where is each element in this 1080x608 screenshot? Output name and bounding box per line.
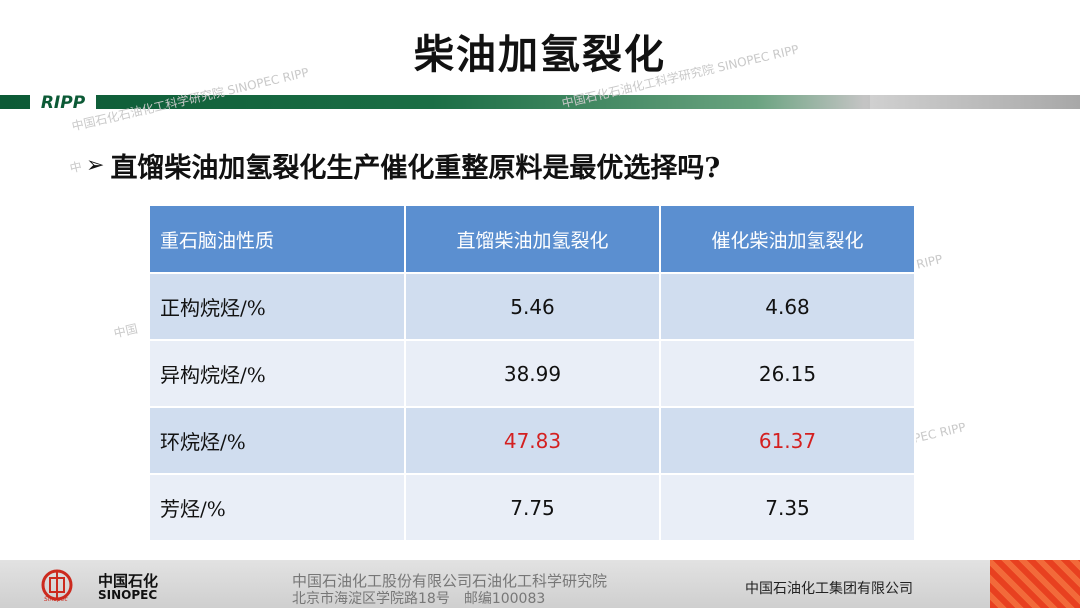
table-row: 异构烷烃/% 38.99 26.15 bbox=[150, 340, 916, 408]
table-header-row: 重石脑油性质 直馏柴油加氢裂化 催化柴油加氢裂化 bbox=[150, 206, 916, 274]
header-band bbox=[0, 95, 1080, 109]
address-line-1: 中国石油化工股份有限公司石油化工科学研究院 bbox=[292, 572, 608, 590]
watermark: 中国 bbox=[112, 321, 139, 341]
column-header-property: 重石脑油性质 bbox=[150, 206, 406, 274]
brand-name-cn: 中国石化 bbox=[98, 572, 159, 590]
cell-catalytic-highlight: 61.37 bbox=[660, 407, 916, 475]
watermark: PEC RIPP bbox=[912, 419, 968, 446]
cell-catalytic: 4.68 bbox=[660, 273, 916, 341]
cell-straight-run-highlight: 47.83 bbox=[405, 407, 661, 475]
watermark: 中 bbox=[68, 159, 84, 176]
address-line-2: 北京市海淀区学院路18号 邮编100083 bbox=[292, 591, 546, 607]
question-text: 直馏柴油加氢裂化生产催化重整原料是最优选择吗? bbox=[110, 153, 721, 184]
table-row: 环烷烃/% 47.83 61.37 bbox=[150, 407, 916, 475]
cell-catalytic: 26.15 bbox=[660, 340, 916, 408]
cell-straight-run: 38.99 bbox=[405, 340, 661, 408]
row-label: 异构烷烃/% bbox=[150, 340, 406, 408]
header-band-gray bbox=[870, 95, 1080, 109]
arrow-bullet-icon: ➢ bbox=[86, 153, 105, 178]
naphtha-property-table: 重石脑油性质 直馏柴油加氢裂化 催化柴油加氢裂化 正构烷烃/% 5.46 4.6… bbox=[150, 206, 916, 542]
column-header-straight-run: 直馏柴油加氢裂化 bbox=[405, 206, 661, 274]
cell-straight-run: 5.46 bbox=[405, 273, 661, 341]
table-row: 芳烃/% 7.75 7.35 bbox=[150, 474, 916, 542]
sinopec-logo-icon: Sinopec bbox=[41, 569, 73, 602]
ripp-logo-text: RIPP bbox=[40, 93, 86, 113]
cell-straight-run: 7.75 bbox=[405, 474, 661, 542]
table-row: 正构烷烃/% 5.46 4.68 bbox=[150, 273, 916, 341]
cell-catalytic: 7.35 bbox=[660, 474, 916, 542]
row-label: 环烷烃/% bbox=[150, 407, 406, 475]
group-name: 中国石油化工集团有限公司 bbox=[745, 581, 913, 597]
question-line: ➢ 直馏柴油加氢裂化生产催化重整原料是最优选择吗? bbox=[86, 146, 720, 185]
column-header-catalytic: 催化柴油加氢裂化 bbox=[660, 206, 916, 274]
row-label: 芳烃/% bbox=[150, 474, 406, 542]
brand-name-en: SINOPEC bbox=[98, 588, 158, 602]
slide-title: 柴油加氢裂化 bbox=[414, 32, 666, 78]
watermark: RIPP bbox=[915, 252, 944, 272]
ripp-logo: RIPP bbox=[30, 92, 96, 114]
footer-accent bbox=[990, 560, 1080, 608]
row-label: 正构烷烃/% bbox=[150, 273, 406, 341]
footer-bar bbox=[0, 560, 1080, 608]
svg-text:Sinopec: Sinopec bbox=[44, 596, 68, 602]
